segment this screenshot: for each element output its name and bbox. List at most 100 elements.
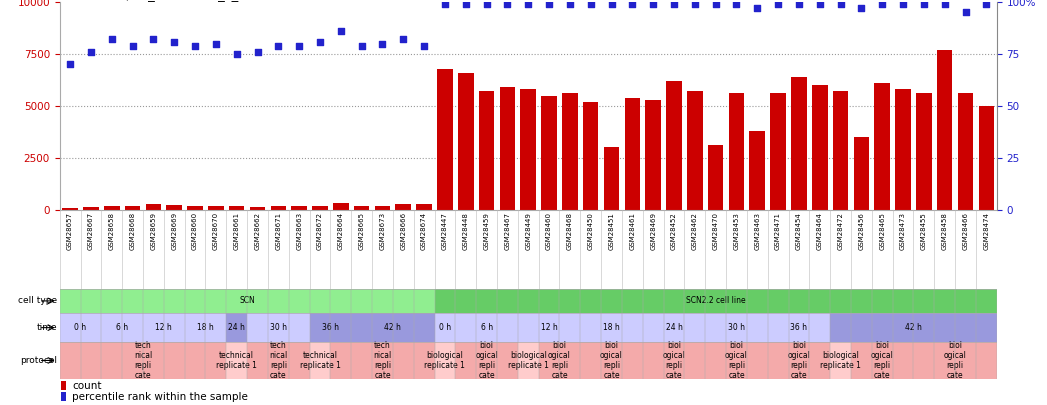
Bar bbox=[687, 92, 703, 210]
Point bbox=[894, 1, 911, 7]
Bar bbox=[895, 89, 911, 210]
Text: GSM28456: GSM28456 bbox=[859, 212, 865, 250]
Bar bbox=[729, 94, 744, 210]
Text: GSM28462: GSM28462 bbox=[692, 212, 697, 250]
Bar bbox=[437, 68, 452, 210]
Text: GSM28452: GSM28452 bbox=[671, 212, 677, 250]
Point bbox=[416, 43, 432, 49]
Bar bbox=[830, 342, 851, 379]
Text: GSM28468: GSM28468 bbox=[566, 212, 573, 250]
Text: GSM28658: GSM28658 bbox=[109, 212, 115, 250]
Text: SCN: SCN bbox=[239, 296, 255, 305]
Text: GSM28453: GSM28453 bbox=[734, 212, 739, 250]
Text: GSM28473: GSM28473 bbox=[900, 212, 906, 250]
Text: 36 h: 36 h bbox=[321, 323, 339, 332]
Bar bbox=[435, 289, 997, 313]
Bar bbox=[562, 94, 578, 210]
Bar bbox=[435, 342, 455, 379]
Point bbox=[749, 5, 765, 11]
Bar bbox=[333, 203, 349, 210]
Text: 24 h: 24 h bbox=[666, 323, 683, 332]
Bar bbox=[375, 206, 391, 210]
Bar bbox=[166, 205, 182, 210]
Point bbox=[270, 43, 287, 49]
Text: biol
ogical
repli
cate: biol ogical repli cate bbox=[663, 341, 686, 379]
Text: GSM28447: GSM28447 bbox=[442, 212, 448, 250]
Point bbox=[811, 1, 828, 7]
Bar bbox=[247, 342, 310, 379]
Bar bbox=[455, 342, 518, 379]
Bar bbox=[310, 342, 331, 379]
Text: 24 h: 24 h bbox=[228, 323, 245, 332]
Bar bbox=[750, 131, 765, 210]
Point bbox=[458, 1, 474, 7]
Point bbox=[374, 40, 391, 47]
Bar bbox=[832, 92, 848, 210]
Bar bbox=[645, 100, 661, 210]
Bar bbox=[417, 205, 432, 210]
Text: 0 h: 0 h bbox=[439, 323, 451, 332]
Text: 12 h: 12 h bbox=[540, 323, 557, 332]
Point bbox=[249, 49, 266, 55]
Text: 18 h: 18 h bbox=[603, 323, 620, 332]
Text: GSM28659: GSM28659 bbox=[151, 212, 156, 250]
Bar bbox=[184, 313, 226, 342]
Text: GSM28669: GSM28669 bbox=[172, 212, 177, 250]
Text: 42 h: 42 h bbox=[905, 323, 922, 332]
Point bbox=[790, 1, 807, 7]
Point bbox=[832, 1, 849, 7]
Text: GDS1629 / rc_AI639082_s_at: GDS1629 / rc_AI639082_s_at bbox=[60, 0, 251, 1]
Bar bbox=[62, 208, 77, 210]
Text: GSM28467: GSM28467 bbox=[505, 212, 510, 250]
Point bbox=[83, 49, 99, 55]
Text: GSM28668: GSM28668 bbox=[130, 212, 135, 250]
Text: GSM28666: GSM28666 bbox=[400, 212, 406, 250]
Text: count: count bbox=[72, 381, 102, 391]
Bar bbox=[958, 94, 974, 210]
Bar bbox=[208, 206, 224, 210]
Text: biol
ogical
repli
cate: biol ogical repli cate bbox=[725, 341, 748, 379]
Point bbox=[228, 51, 245, 57]
Text: GSM28657: GSM28657 bbox=[67, 212, 73, 250]
Bar bbox=[624, 98, 640, 210]
Text: 42 h: 42 h bbox=[384, 323, 401, 332]
Point bbox=[915, 1, 932, 7]
Bar bbox=[60, 342, 226, 379]
Bar bbox=[666, 81, 682, 210]
Text: technical
replicate 1: technical replicate 1 bbox=[217, 351, 258, 370]
Bar bbox=[643, 342, 706, 379]
Text: SCN2.2 cell line: SCN2.2 cell line bbox=[686, 296, 745, 305]
Text: 36 h: 36 h bbox=[790, 323, 807, 332]
Text: GSM28471: GSM28471 bbox=[775, 212, 781, 250]
Text: 0 h: 0 h bbox=[74, 323, 87, 332]
Text: GSM28664: GSM28664 bbox=[338, 212, 343, 250]
Bar bbox=[83, 207, 98, 210]
Bar bbox=[143, 313, 184, 342]
Text: 6 h: 6 h bbox=[116, 323, 128, 332]
Bar bbox=[518, 313, 580, 342]
Point bbox=[561, 1, 578, 7]
Text: GSM28451: GSM28451 bbox=[608, 212, 615, 250]
Bar bbox=[643, 313, 706, 342]
Text: technical
replicate 1: technical replicate 1 bbox=[299, 351, 340, 370]
Text: GSM28665: GSM28665 bbox=[359, 212, 364, 250]
Bar bbox=[60, 289, 435, 313]
Bar bbox=[458, 72, 473, 210]
Point bbox=[645, 1, 662, 7]
Point bbox=[62, 61, 79, 68]
Bar bbox=[478, 92, 494, 210]
Point bbox=[853, 5, 870, 11]
Bar bbox=[706, 313, 767, 342]
Bar bbox=[351, 313, 435, 342]
Bar bbox=[455, 313, 518, 342]
Point bbox=[291, 43, 308, 49]
Text: GSM28461: GSM28461 bbox=[629, 212, 636, 250]
Point bbox=[874, 1, 891, 7]
Text: biol
ogical
repli
cate: biol ogical repli cate bbox=[871, 341, 894, 379]
Text: 30 h: 30 h bbox=[270, 323, 287, 332]
Text: GSM28460: GSM28460 bbox=[547, 212, 552, 250]
Text: 30 h: 30 h bbox=[728, 323, 745, 332]
Text: GSM28455: GSM28455 bbox=[921, 212, 927, 250]
Bar bbox=[226, 313, 247, 342]
Point bbox=[603, 1, 620, 7]
